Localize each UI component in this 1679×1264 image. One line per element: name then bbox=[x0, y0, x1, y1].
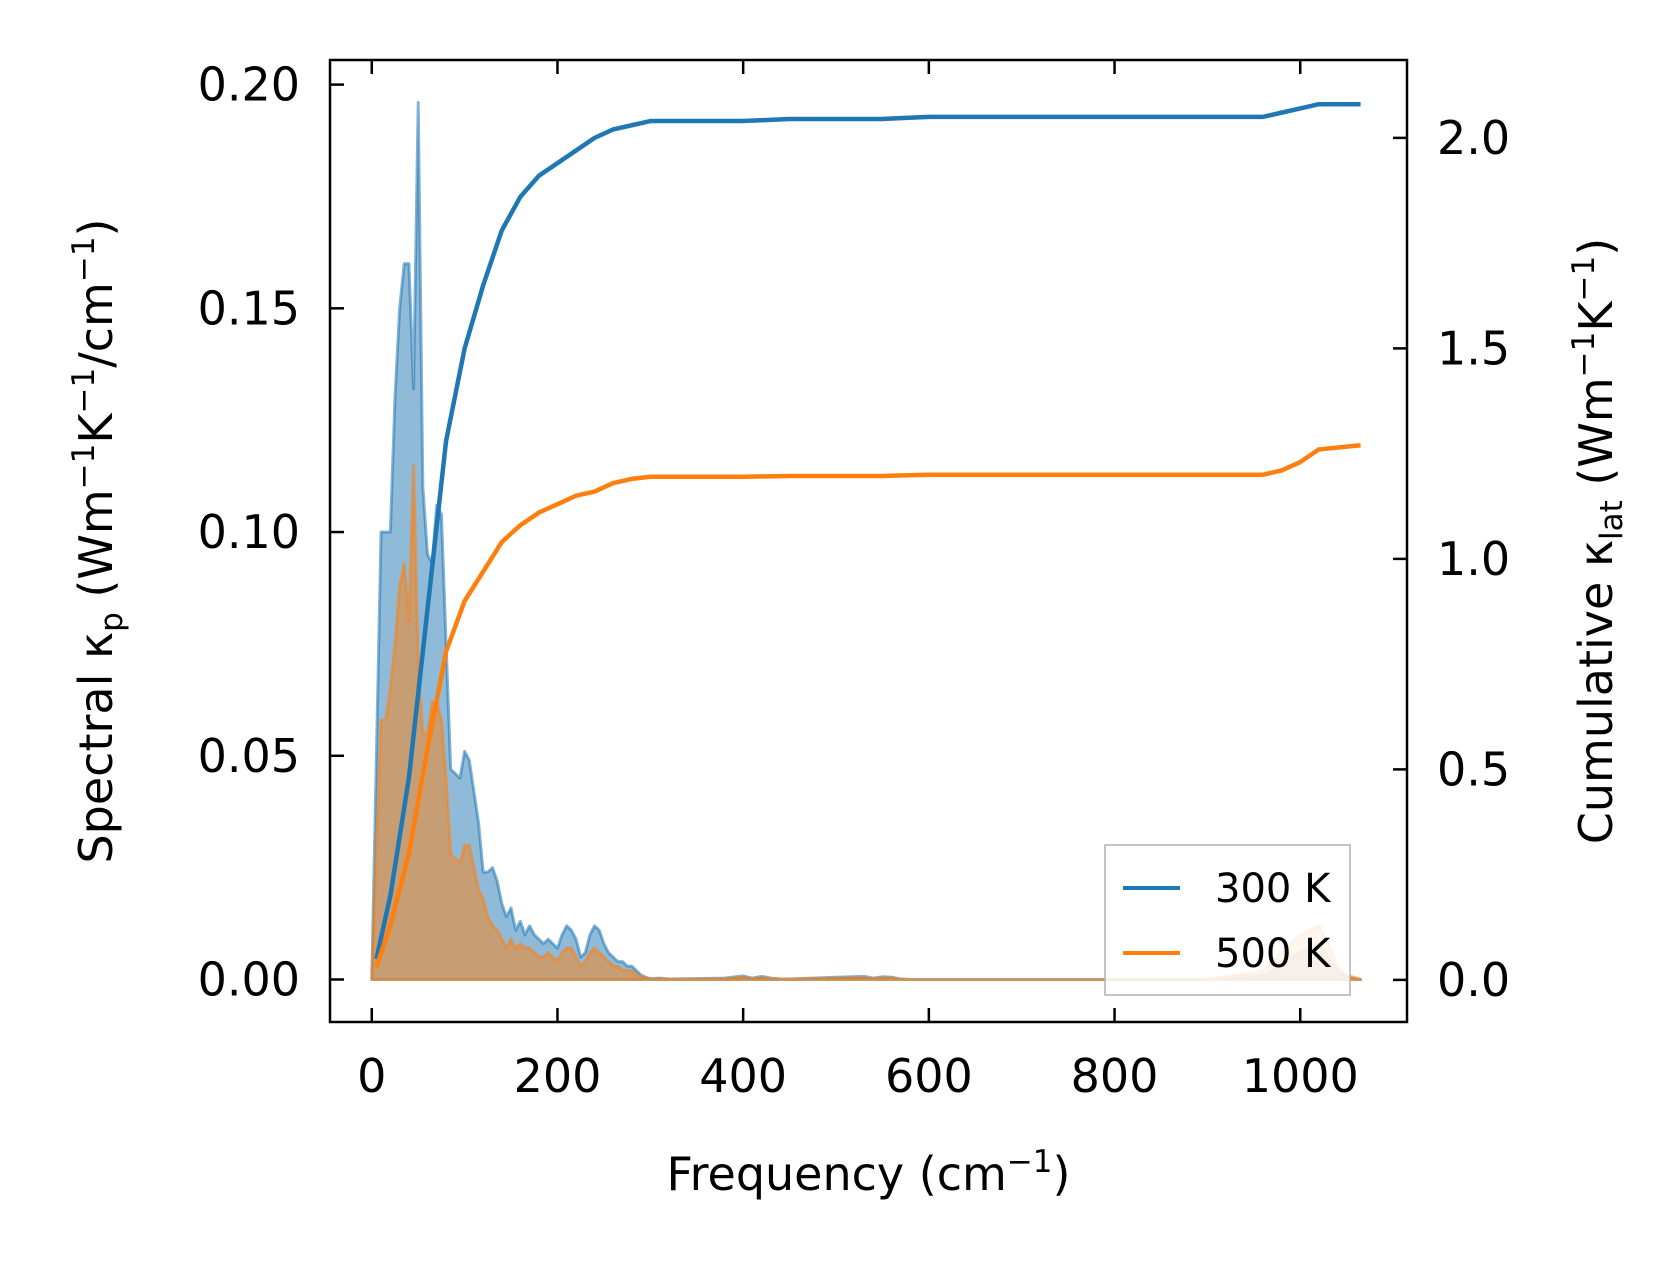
cumulative-line-300k bbox=[374, 101, 1361, 960]
legend-label-500k: 500 K bbox=[1215, 931, 1332, 977]
area-layer bbox=[370, 101, 1363, 981]
y-right-tick-label: 0.0 bbox=[1437, 953, 1510, 1007]
y-left-axis-title: Spectral κp (Wm−1K−1/cm−1) bbox=[66, 218, 130, 863]
y-left-tick-label: 0.15 bbox=[198, 281, 300, 335]
y-right-tick-label: 1.0 bbox=[1437, 532, 1510, 586]
legend-label-300k: 300 K bbox=[1215, 866, 1332, 912]
x-tick-label: 600 bbox=[885, 1049, 973, 1103]
y-left-tick-label: 0.10 bbox=[198, 505, 300, 559]
legend-box bbox=[1104, 844, 1351, 996]
x-tick-label: 200 bbox=[514, 1049, 602, 1103]
y-left-tick-label: 0.05 bbox=[198, 729, 300, 783]
cumulative-line-500k bbox=[374, 442, 1361, 968]
y-right-tick-label: 0.5 bbox=[1437, 742, 1510, 796]
y-left-tick-label: 0.00 bbox=[198, 952, 300, 1006]
x-tick-label: 400 bbox=[699, 1049, 787, 1103]
x-tick-label: 1000 bbox=[1242, 1049, 1359, 1103]
plot-frame bbox=[328, 58, 1409, 1024]
x-tick-label: 800 bbox=[1071, 1049, 1159, 1103]
x-axis-title: Frequency (cm−1) bbox=[667, 1144, 1071, 1201]
line-layer bbox=[374, 101, 1361, 968]
legend: 300 K 500 K bbox=[1104, 844, 1351, 996]
x-tick-label: 0 bbox=[357, 1049, 386, 1103]
y-right-tick-label: 2.0 bbox=[1437, 111, 1510, 165]
y-right-tick-label: 1.5 bbox=[1437, 321, 1510, 375]
spectral-area-500k bbox=[370, 463, 1363, 981]
tick-layer: 0 200 400 600 800 1000 0.00 0.05 0.10 0.15 0.20 0.0… bbox=[198, 58, 1511, 1103]
y-right-axis-title: Cumulative κlat (Wm−1K−1) bbox=[1566, 238, 1630, 844]
y-left-tick-label: 0.20 bbox=[198, 58, 300, 112]
